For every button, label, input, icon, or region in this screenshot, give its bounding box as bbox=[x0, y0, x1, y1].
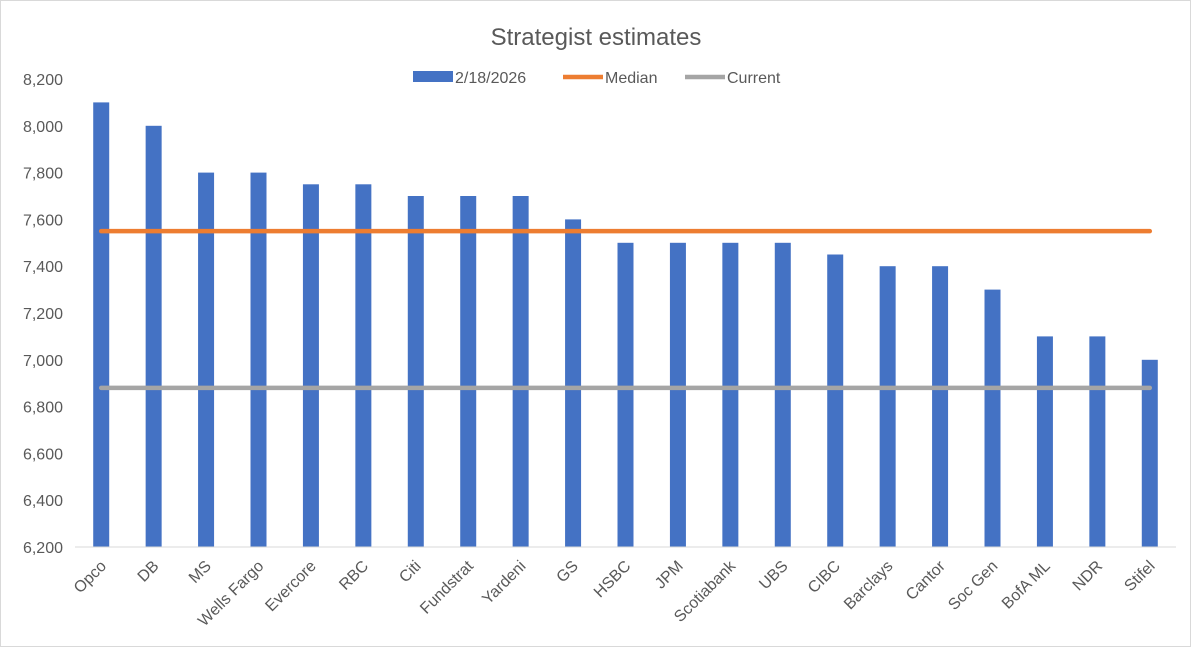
bar-hsbc bbox=[617, 242, 634, 548]
legend-label: Current bbox=[727, 70, 781, 87]
legend-item-current: Current bbox=[685, 70, 781, 87]
bar-bofa-ml bbox=[1036, 336, 1053, 547]
x-tick-label: DB bbox=[135, 558, 163, 586]
x-tick-label: NDR bbox=[1070, 558, 1107, 595]
legend-swatch bbox=[413, 71, 453, 82]
bar-citi bbox=[407, 196, 424, 547]
x-tick-label: JPM bbox=[652, 558, 687, 593]
x-tick-label: MS bbox=[186, 558, 215, 587]
bar-opco bbox=[93, 102, 110, 548]
x-tick-label: Barclays bbox=[841, 558, 896, 613]
bar-gs bbox=[565, 219, 582, 547]
y-tick-label: 6,400 bbox=[23, 493, 63, 510]
bar-yardeni bbox=[512, 196, 529, 547]
bar-jpm bbox=[669, 242, 686, 548]
bar-wells-fargo bbox=[250, 172, 267, 547]
x-tick-label: Cantor bbox=[903, 557, 949, 603]
legend-item-2-18-2026: 2/18/2026 bbox=[413, 70, 526, 87]
bar-scotiabank bbox=[722, 242, 739, 548]
line-series bbox=[98, 228, 1153, 391]
bar-db bbox=[145, 125, 162, 548]
chart-legend: 2/18/2026 Median Current bbox=[413, 70, 781, 87]
x-tick-label: Citi bbox=[396, 558, 424, 586]
legend-item-median: Median bbox=[563, 70, 657, 87]
y-tick-label: 7,200 bbox=[23, 306, 63, 323]
y-tick-label: 6,800 bbox=[23, 400, 63, 417]
x-tick-label: Opco bbox=[71, 558, 110, 597]
bar-fundstrat bbox=[460, 196, 477, 547]
chart-title: Strategist estimates bbox=[491, 24, 702, 51]
x-tick-label: CIBC bbox=[805, 558, 844, 597]
bar-barclays bbox=[879, 266, 896, 547]
legend-label: 2/18/2026 bbox=[455, 70, 526, 87]
x-tick-label: Evercore bbox=[262, 558, 319, 615]
bar-ndr bbox=[1089, 336, 1106, 547]
bar-stifel bbox=[1141, 359, 1158, 547]
bar-cantor bbox=[932, 266, 949, 547]
x-tick-label: GS bbox=[554, 558, 582, 586]
x-tick-label: HSBC bbox=[591, 558, 634, 601]
y-tick-label: 8,200 bbox=[23, 72, 63, 89]
x-tick-label: Yardeni bbox=[479, 558, 529, 608]
y-tick-label: 7,400 bbox=[23, 259, 63, 276]
x-tick-label: RBC bbox=[336, 558, 372, 594]
bar-series bbox=[93, 102, 1158, 548]
y-tick-label: 7,800 bbox=[23, 166, 63, 183]
y-tick-label: 8,000 bbox=[23, 119, 63, 136]
y-tick-label: 6,600 bbox=[23, 446, 63, 463]
y-tick-label: 7,000 bbox=[23, 353, 63, 370]
legend-label: Median bbox=[605, 70, 657, 87]
y-tick-label: 7,600 bbox=[23, 212, 63, 229]
x-tick-label: Stifel bbox=[1121, 558, 1158, 595]
x-tick-label: Soc Gen bbox=[945, 558, 1001, 614]
bar-rbc bbox=[355, 184, 372, 548]
x-tick-label: UBS bbox=[756, 558, 791, 593]
bar-soc-gen bbox=[984, 289, 1001, 547]
bar-ubs bbox=[774, 242, 791, 548]
y-tick-label: 6,200 bbox=[23, 540, 63, 557]
bar-evercore bbox=[302, 184, 319, 548]
bar-cibc bbox=[827, 254, 844, 547]
bar-ms bbox=[198, 172, 215, 547]
x-tick-label: Fundstrat bbox=[417, 557, 477, 617]
y-axis: 6,200 6,400 6,600 6,800 7,000 7,200 7,400 7,600… bbox=[23, 72, 63, 557]
x-tick-label: BofA ML bbox=[999, 558, 1054, 613]
